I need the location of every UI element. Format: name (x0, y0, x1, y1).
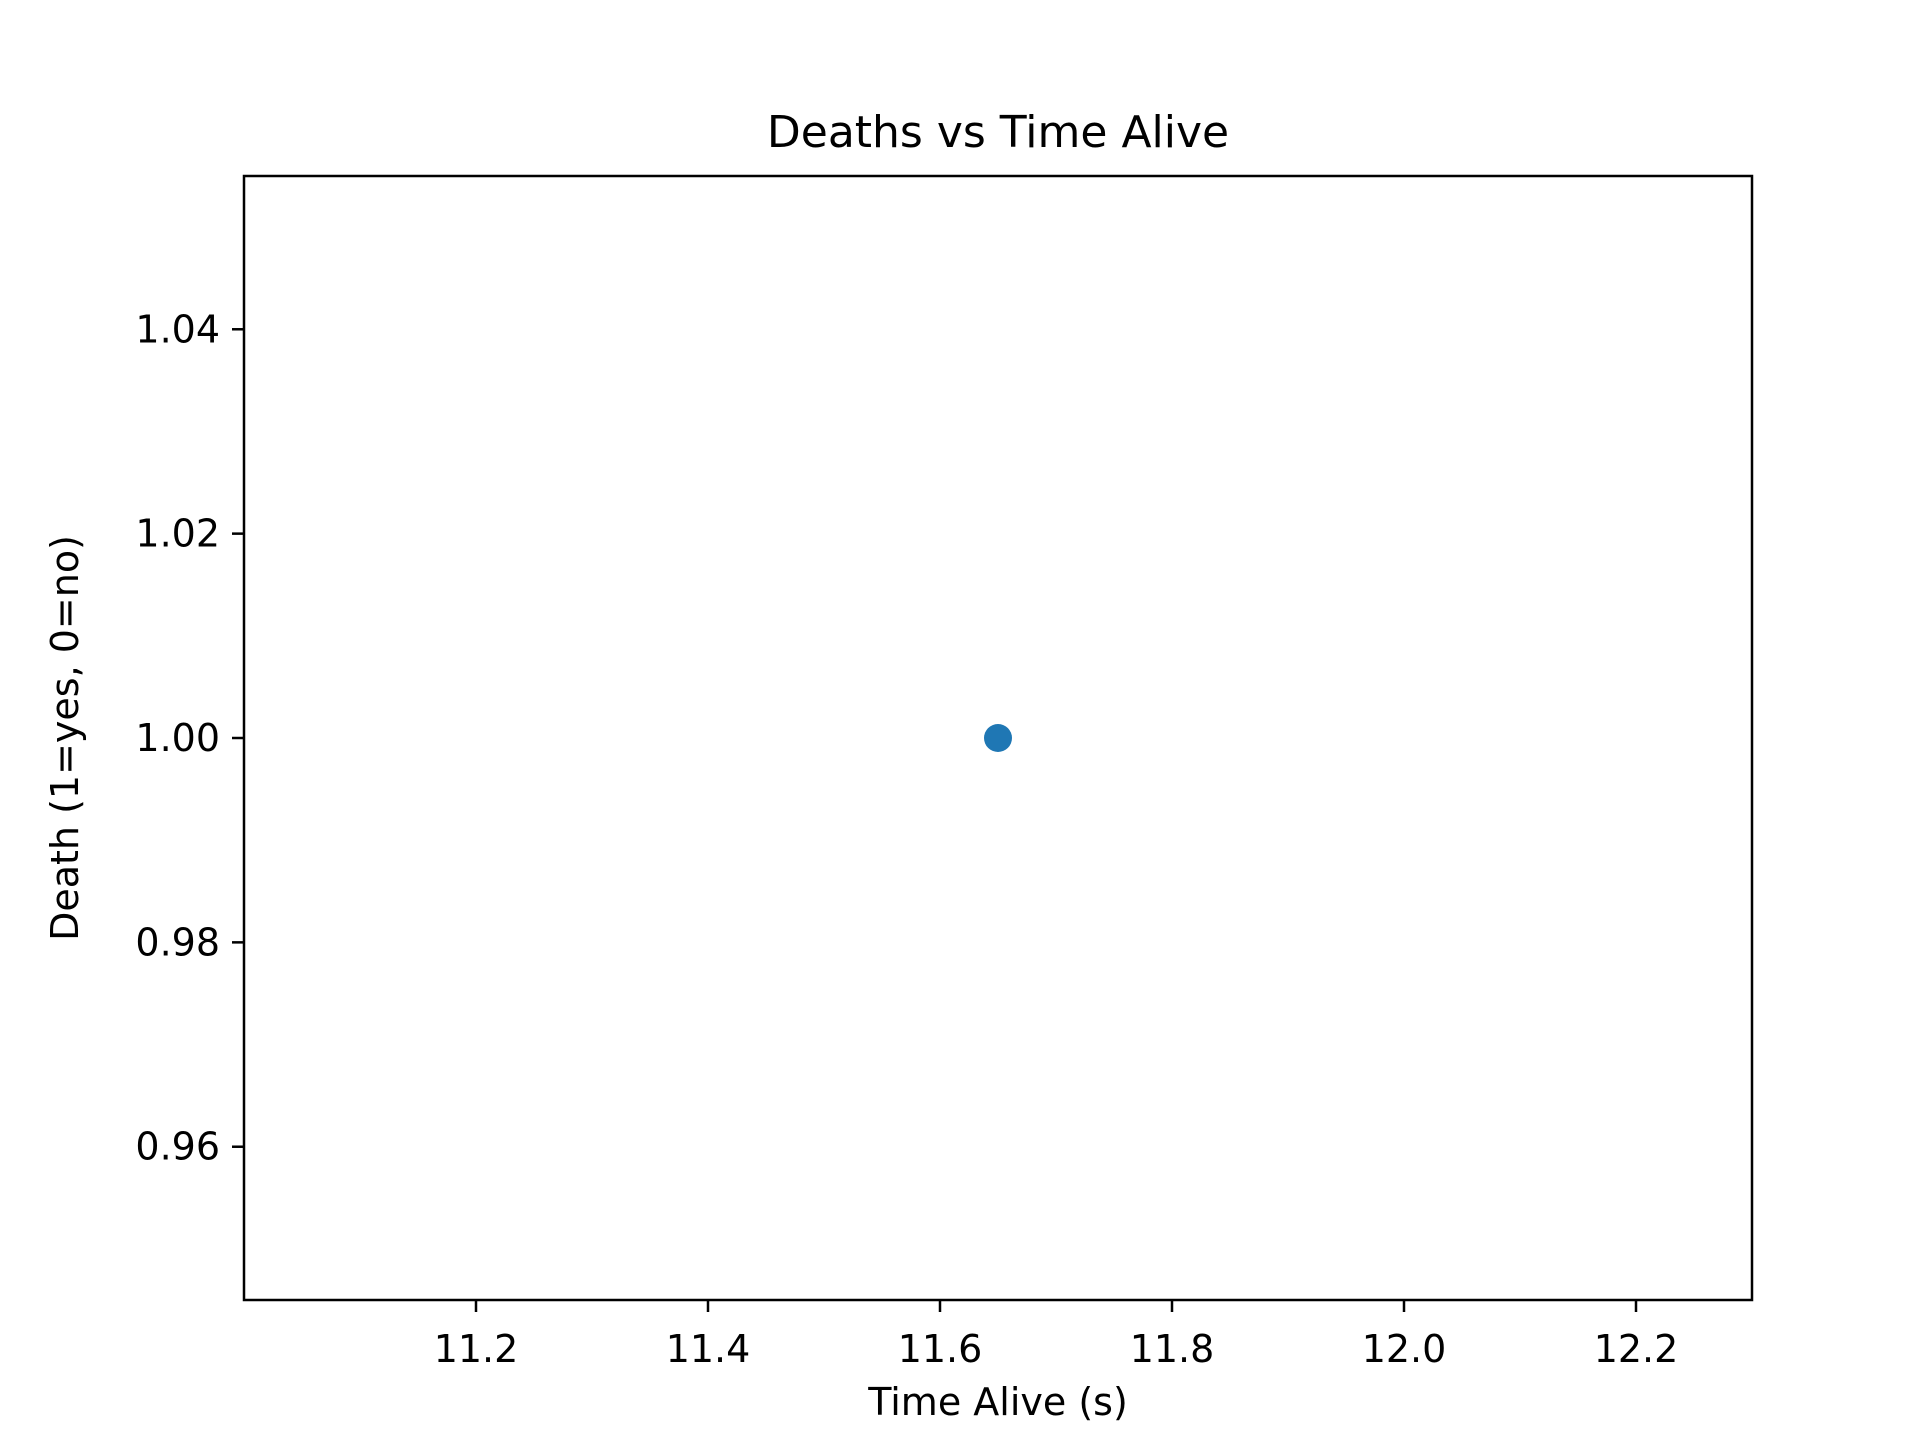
y-tick-label: 1.04 (135, 307, 220, 351)
x-tick-label: 11.4 (666, 1327, 751, 1371)
x-tick-label: 11.8 (1130, 1327, 1215, 1371)
plot-area (984, 724, 1012, 752)
y-tick-label: 1.02 (135, 512, 220, 556)
x-axis-label: Time Alive (s) (867, 1380, 1128, 1424)
data-point (984, 724, 1012, 752)
y-tick-label: 0.98 (135, 920, 220, 964)
chart-title: Deaths vs Time Alive (767, 107, 1229, 158)
x-tick-label: 11.6 (898, 1327, 983, 1371)
x-tick-label: 12.2 (1594, 1327, 1679, 1371)
x-tick-label: 12.0 (1362, 1327, 1447, 1371)
y-tick-label: 1.00 (135, 716, 220, 760)
x-axis: 11.2 11.4 11.6 11.8 12.0 12.2 (434, 1300, 1679, 1371)
y-axis-label: Death (1=yes, 0=no) (43, 535, 87, 941)
x-tick-label: 11.2 (434, 1327, 519, 1371)
y-tick-label: 0.96 (135, 1125, 220, 1169)
y-axis: 0.96 0.98 1.00 1.02 1.04 (135, 307, 244, 1169)
